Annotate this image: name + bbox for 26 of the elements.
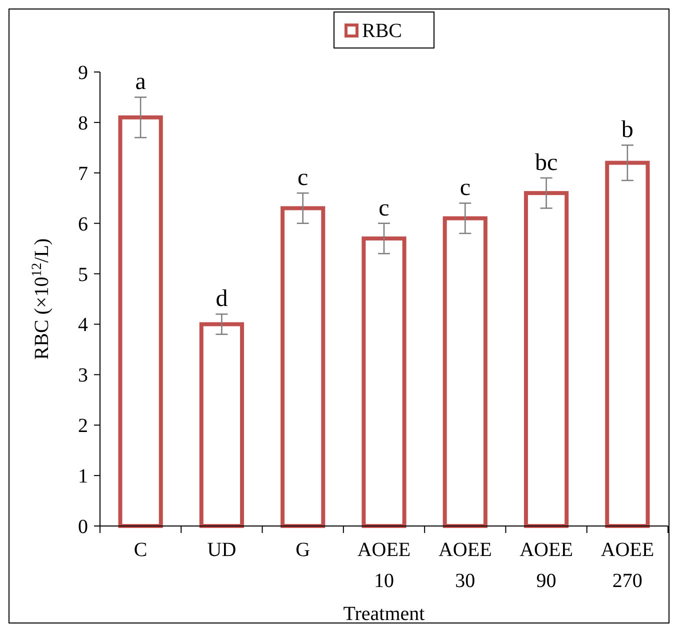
y-tick-label: 5 [78,264,88,286]
x-tick-label: AOEE 30 [438,539,492,592]
annotation: d [216,286,228,312]
legend-label: RBC [362,20,402,42]
x-tick-label: G [296,539,310,561]
y-tick-label: 4 [78,314,88,336]
x-axis-title: Treatment [343,603,426,625]
y-tick-label: 3 [78,364,88,387]
y-tick-label: 0 [78,516,88,538]
annotation: c [460,175,470,202]
x-tick-label: AOEE 90 [520,539,573,592]
x-tick-label: C [134,539,148,561]
annotation: bc [534,150,558,176]
annotation: c [298,165,308,192]
annotation: c [378,195,390,222]
y-tick-label: 7 [78,162,88,185]
annotation: a [135,69,146,96]
x-tick-label: AOEE 10 [357,539,411,592]
annotation: b [621,117,634,144]
x-tick-label: UD [207,539,236,561]
y-tick-label: 2 [78,415,88,438]
y-tick-label: 1 [78,466,88,488]
x-tick-label: AOEE 270 [600,539,654,592]
y-tick-label: 9 [78,62,88,84]
y-tick-label: 6 [78,213,88,236]
y-tick-label: 8 [78,112,88,134]
